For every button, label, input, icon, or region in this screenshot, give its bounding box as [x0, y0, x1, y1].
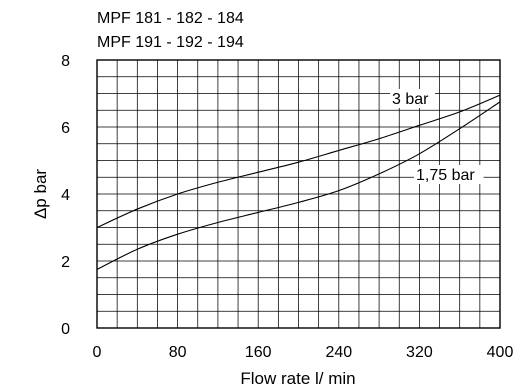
x-tick-label: 80 [169, 344, 187, 361]
y-tick-label: 2 [61, 254, 70, 271]
x-axis-title: Flow rate l/ min [240, 369, 355, 388]
plot-frame [96, 59, 501, 329]
y-tick-label: 4 [61, 187, 70, 204]
series-label-2: 1,75 bar [416, 167, 475, 184]
series-line-1 [96, 94, 501, 229]
y-axis-ticks: 0 2 4 6 8 [61, 53, 70, 338]
x-tick-label: 0 [93, 344, 102, 361]
y-tick-label: 0 [61, 321, 70, 338]
x-axis-ticks: 0 80 160 240 320 400 [93, 344, 514, 361]
y-tick-label: 6 [61, 120, 70, 137]
series-line-2 [96, 101, 501, 270]
x-tick-label: 160 [245, 344, 272, 361]
chart-title-line-2: MPF 191 - 192 - 194 [97, 34, 244, 51]
grid [96, 59, 501, 329]
y-axis-title: Δp bar [31, 169, 50, 219]
x-tick-label: 320 [406, 344, 433, 361]
series-label-background [390, 89, 435, 108]
series-labels: 3 bar 1,75 bar [390, 89, 484, 184]
y-tick-label: 8 [61, 53, 70, 70]
series-label-background [414, 165, 484, 184]
series-lines [96, 94, 501, 270]
x-tick-label: 400 [487, 344, 514, 361]
chart-title-line-1: MPF 181 - 182 - 184 [97, 10, 244, 27]
x-tick-label: 240 [325, 344, 352, 361]
series-label-1: 3 bar [392, 91, 429, 108]
